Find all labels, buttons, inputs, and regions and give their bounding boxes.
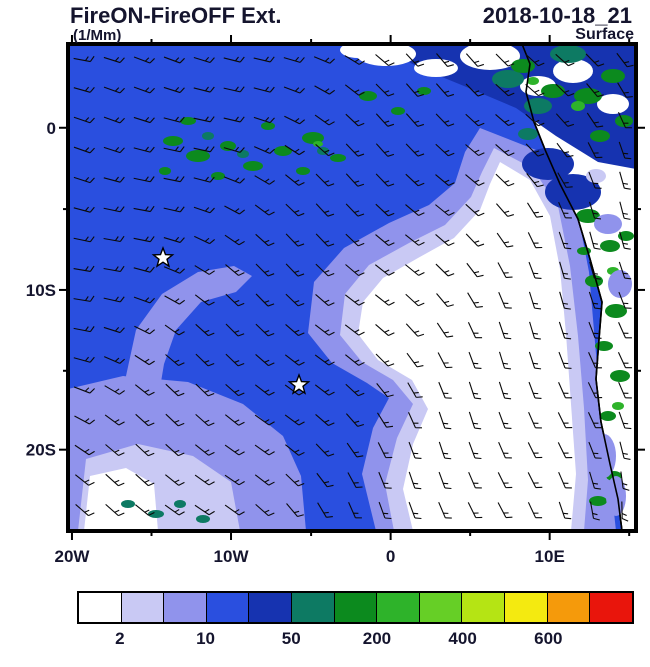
plot-level: Surface bbox=[575, 26, 634, 43]
field-patch bbox=[601, 69, 625, 83]
region-clean-air-core bbox=[358, 162, 576, 531]
plot-units: (1/Mm) bbox=[73, 27, 122, 44]
field-patch bbox=[595, 341, 613, 351]
field-patch bbox=[590, 130, 610, 142]
field-patch bbox=[186, 150, 210, 162]
field-patch bbox=[571, 101, 585, 111]
colorbar-tick-label: 2 bbox=[115, 629, 125, 648]
field-patch bbox=[553, 59, 593, 83]
region-left-hook bbox=[126, 266, 252, 400]
colorbar-tick-label: 50 bbox=[281, 629, 301, 648]
colorbar-cell bbox=[462, 593, 506, 622]
field-patch bbox=[237, 150, 249, 158]
field-patch bbox=[606, 476, 626, 516]
y-axis-label: 0 bbox=[47, 119, 56, 138]
colorbar bbox=[77, 591, 634, 624]
field-patch bbox=[202, 132, 214, 140]
field-patch bbox=[608, 270, 632, 298]
axis-ticks bbox=[59, 35, 645, 540]
field-patch bbox=[180, 117, 196, 125]
field-patch bbox=[121, 500, 135, 508]
field-patch bbox=[589, 496, 607, 506]
y-axis-label: 10S bbox=[26, 281, 56, 300]
field-patch bbox=[615, 115, 633, 127]
coastline bbox=[521, 44, 623, 531]
field-patch bbox=[159, 167, 171, 175]
colorbar-cell bbox=[121, 593, 165, 622]
colorbar-cell bbox=[292, 593, 335, 622]
field-patch bbox=[211, 172, 225, 180]
field-patch bbox=[296, 167, 310, 175]
field-patch bbox=[220, 141, 236, 151]
colorbar-tick-label: 400 bbox=[448, 629, 477, 648]
map-frame bbox=[66, 42, 638, 533]
colorbar-tick-label: 200 bbox=[362, 629, 392, 648]
colorbar-cell bbox=[164, 593, 207, 622]
colorbar-cell bbox=[505, 593, 548, 622]
colorbar-cell bbox=[419, 593, 463, 622]
field-patch bbox=[600, 411, 616, 421]
colorbar-cell bbox=[249, 593, 293, 622]
field-patch bbox=[527, 77, 539, 85]
field-patch bbox=[417, 87, 431, 95]
field-patch bbox=[541, 84, 565, 98]
field-patch bbox=[359, 91, 377, 101]
colorbar-cell bbox=[206, 593, 250, 622]
wind-barbs-layer bbox=[73, 52, 634, 522]
colorbar-cell bbox=[377, 593, 420, 622]
field-patch bbox=[600, 240, 620, 252]
field-patch bbox=[492, 70, 524, 88]
plot-datetime: 2018-10-18_21 bbox=[482, 3, 632, 28]
field-patch bbox=[586, 169, 606, 183]
field-patch bbox=[518, 128, 538, 140]
field-patch bbox=[163, 136, 183, 146]
field-patch bbox=[356, 44, 416, 66]
field-patch bbox=[576, 209, 600, 223]
field-patch bbox=[594, 214, 622, 234]
field-patch bbox=[174, 500, 186, 508]
field-patch bbox=[313, 141, 323, 147]
x-axis-label: 10E bbox=[535, 547, 565, 566]
field-patch bbox=[550, 45, 586, 63]
x-axis-label: 0 bbox=[386, 547, 395, 566]
map-layers bbox=[68, 44, 636, 531]
station-star-marker bbox=[287, 373, 311, 395]
field-patch bbox=[610, 370, 630, 382]
field-patch bbox=[585, 275, 603, 287]
x-axis-label: 20W bbox=[54, 547, 90, 566]
field-patch bbox=[605, 304, 627, 318]
field-patch bbox=[196, 515, 210, 523]
field-patch bbox=[274, 146, 292, 156]
station-star-marker bbox=[151, 246, 175, 268]
field-patch bbox=[511, 59, 535, 73]
field-patch bbox=[597, 94, 629, 114]
field-patch bbox=[522, 148, 574, 180]
colorbar-cell bbox=[79, 593, 122, 622]
colorbar-cell bbox=[590, 593, 632, 622]
axis-labels: 0 10S 20S 20W 10W 0 10E bbox=[26, 119, 565, 566]
colorbar-cell bbox=[334, 593, 378, 622]
field-patch bbox=[302, 132, 324, 144]
colorbar-tick-label: 600 bbox=[534, 629, 563, 648]
plot-title: FireON-FireOFF Ext. bbox=[70, 3, 282, 28]
field-patch bbox=[148, 510, 164, 518]
colorbar-tick-label: 10 bbox=[196, 629, 215, 648]
colorbar-labels: 2 10 50 200 400 600 bbox=[77, 629, 634, 651]
field-patch bbox=[330, 154, 346, 162]
field-patch bbox=[612, 402, 624, 410]
field-patch bbox=[414, 59, 458, 77]
x-axis-label: 10W bbox=[214, 547, 250, 566]
y-axis-label: 20S bbox=[26, 441, 56, 460]
region-bottom-left-core bbox=[84, 468, 158, 531]
field-patch bbox=[261, 122, 275, 130]
field-patch bbox=[243, 161, 263, 171]
colorbar-cell bbox=[547, 593, 591, 622]
field-patch bbox=[391, 107, 405, 115]
